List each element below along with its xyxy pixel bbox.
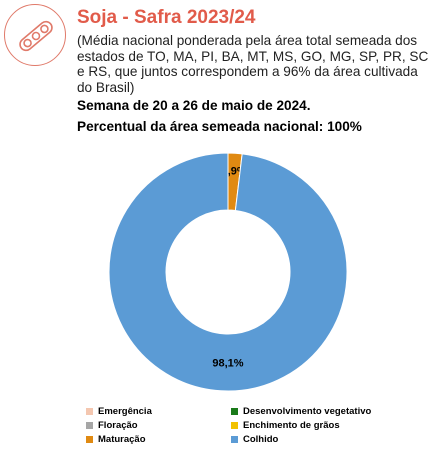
legend-item: Enchimento de grãos <box>231 419 401 432</box>
description-text: (Média nacional ponderada pela área tota… <box>77 33 429 95</box>
legend-item: Emergência <box>86 405 231 418</box>
legend-item: Desenvolvimento vegetativo <box>231 405 401 418</box>
area-text: Percentual da área semeada nacional: 100… <box>77 119 362 134</box>
legend-item: Colhido <box>231 433 401 446</box>
pie-slice <box>108 152 348 392</box>
legend-swatch <box>231 436 238 443</box>
legend-swatch <box>86 422 93 429</box>
legend-swatch <box>86 436 93 443</box>
page-title: Soja - Safra 2023/24 <box>77 7 256 28</box>
chart-legend: Emergência Desenvolvimento vegetativo Fl… <box>86 405 406 446</box>
legend-swatch <box>86 408 93 415</box>
soybean-pod-icon <box>4 4 66 66</box>
legend-swatch <box>231 408 238 415</box>
legend-swatch <box>231 422 238 429</box>
slice-label: 98,1% <box>212 358 243 370</box>
week-text: Semana de 20 a 26 de maio de 2024. <box>77 98 311 113</box>
legend-label: Emergência <box>98 406 152 417</box>
legend-label: Desenvolvimento vegetativo <box>243 406 372 417</box>
legend-label: Enchimento de grãos <box>243 420 340 431</box>
legend-item: Maturação <box>86 433 231 446</box>
legend-label: Colhido <box>243 434 279 445</box>
legend-label: Maturação <box>98 434 146 445</box>
legend-item: Floração <box>86 419 231 432</box>
legend-label: Floração <box>98 420 138 431</box>
